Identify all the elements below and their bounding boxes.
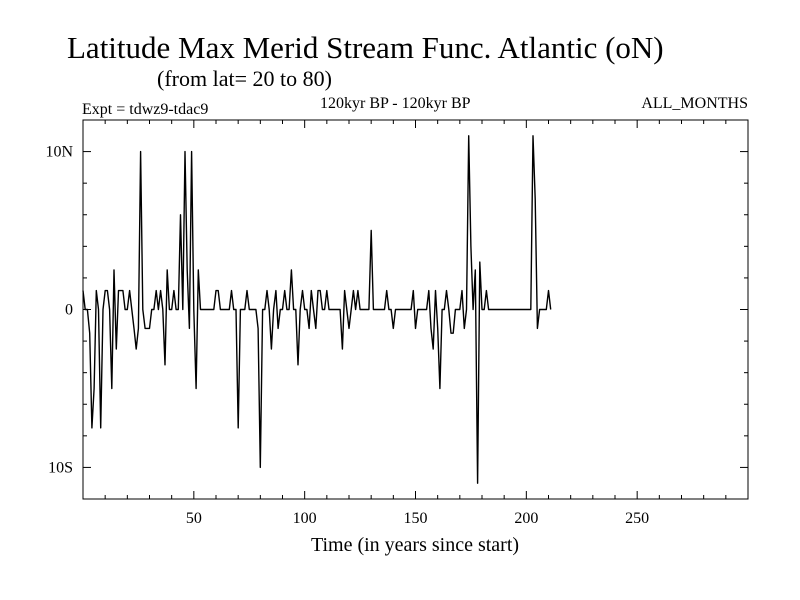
y-tick-label: 10N — [45, 144, 73, 161]
chart-subtitle: (from lat= 20 to 80) — [157, 66, 332, 91]
x-tick-label: 100 — [293, 510, 317, 527]
x-tick-label: 150 — [404, 510, 428, 527]
x-tick-label: 200 — [514, 510, 538, 527]
x-tick-label: 50 — [186, 510, 202, 527]
y-tick-label: 0 — [65, 302, 73, 319]
chart-title: Latitude Max Merid Stream Func. Atlantic… — [67, 30, 664, 65]
plot-area — [82, 135, 552, 484]
series-line-0 — [82, 135, 552, 484]
header-experiment: Expt = tdwz9-tdac9 — [82, 101, 208, 118]
y-tick-label: 10S — [48, 459, 73, 476]
y-axis: 10N 0 10S — [45, 144, 748, 476]
x-tick-label: 250 — [625, 510, 649, 527]
header-period: 120kyr BP - 120kyr BP — [320, 95, 471, 112]
header-months: ALL_MONTHS — [641, 95, 748, 112]
x-axis-label: Time (in years since start) — [311, 534, 519, 556]
x-axis: 50 100 150 200 250 — [104, 120, 727, 527]
